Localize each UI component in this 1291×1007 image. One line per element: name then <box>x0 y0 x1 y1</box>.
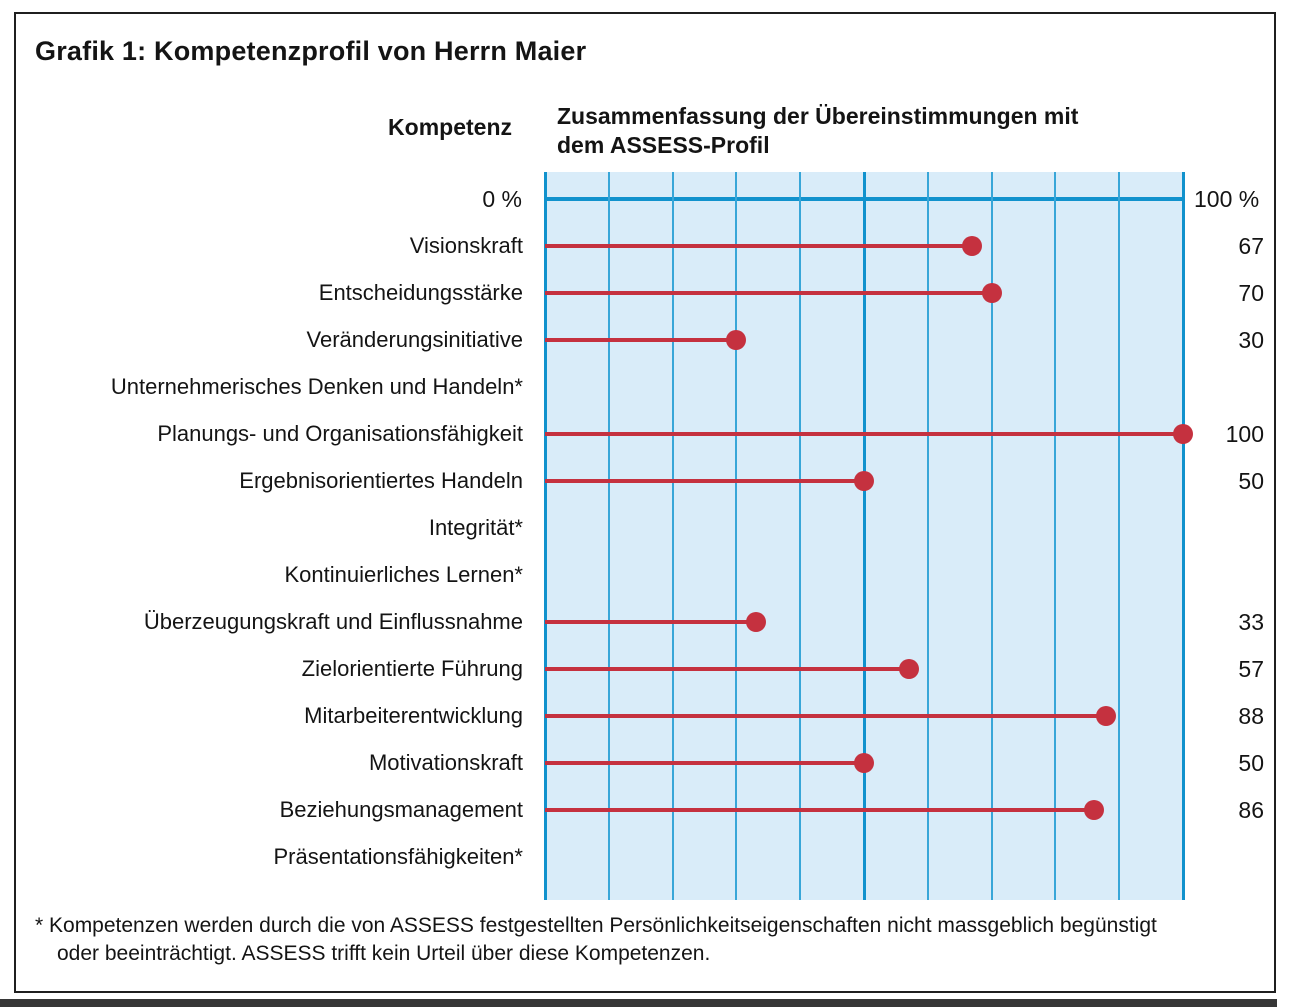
kompetenz-column-header: Kompetenz <box>388 114 512 140</box>
axis-label-0-percent: 0 % <box>482 186 522 212</box>
category-label: Kontinuierliches Lernen* <box>284 562 524 587</box>
category-label: Motivationskraft <box>368 750 523 775</box>
category-label: Visionskraft <box>409 233 523 258</box>
lollipop-line <box>545 244 973 248</box>
gridline-30pct <box>735 172 738 900</box>
bottom-bar <box>0 999 1277 1007</box>
lollipop-line <box>545 479 864 483</box>
lollipop-dot <box>854 753 874 773</box>
axis-label-100-percent: 100 % <box>1194 186 1260 212</box>
gridline-90pct <box>1118 172 1121 900</box>
lollipop-dot <box>962 236 983 256</box>
value-label: 88 <box>1238 703 1264 729</box>
gridline-60pct <box>926 172 929 900</box>
category-label: Zielorientierte Führung <box>301 656 523 681</box>
category-label: Integrität* <box>428 515 523 540</box>
lollipop-dot <box>1173 424 1193 444</box>
lollipop-line <box>545 714 1107 718</box>
lollipop-line <box>545 808 1094 812</box>
category-label: Mitarbeiterentwicklung <box>304 703 523 728</box>
category-label: Präsentationsfähigkeiten* <box>273 844 524 869</box>
value-label: 30 <box>1238 327 1264 353</box>
gridline-0pct <box>543 172 547 900</box>
category-label: Entscheidungsstärke <box>318 280 523 305</box>
gridline-100pct <box>1181 172 1185 900</box>
lollipop-dot <box>726 330 747 350</box>
gridline-20pct <box>671 172 674 900</box>
lollipop-line <box>545 338 737 342</box>
gridline-10pct <box>607 172 610 900</box>
category-label: Veränderungsinitiative <box>306 327 523 352</box>
value-label: 57 <box>1238 656 1264 682</box>
lollipop-dot <box>745 612 766 632</box>
lollipop-dot <box>898 659 919 679</box>
gridline-80pct <box>1054 172 1057 900</box>
footnote-line-2: oder beeinträchtigt. ASSESS trifft kein … <box>57 942 711 965</box>
lollipop-line <box>545 291 992 295</box>
summary-header-line-2: dem ASSESS-Profil <box>557 132 770 158</box>
category-label: Unternehmerisches Denken und Handeln* <box>110 374 523 399</box>
summary-column-header: Zusammenfassung der Übereinstimmungen mi… <box>557 102 1197 160</box>
lollipop-line <box>545 761 864 765</box>
value-label: 50 <box>1238 750 1264 776</box>
value-label: 100 <box>1225 421 1264 447</box>
lollipop-line <box>545 432 1183 436</box>
value-label: 70 <box>1238 280 1264 306</box>
footnote-line-1: * Kompetenzen werden durch die von ASSES… <box>35 914 1157 937</box>
gridline-50pct <box>862 172 866 900</box>
gridline-40pct <box>799 172 802 900</box>
lollipop-line <box>545 667 909 671</box>
chart-title: Grafik 1: Kompetenzprofil von Herrn Maie… <box>35 36 587 66</box>
category-label: Beziehungsmanagement <box>279 797 523 822</box>
value-label: 50 <box>1238 468 1264 494</box>
category-label: Planungs- und Organisationsfähigkeit <box>157 421 523 446</box>
gridline-70pct <box>990 172 993 900</box>
lollipop-dot <box>1096 706 1117 726</box>
category-label: Überzeugungskraft und Einflussnahme <box>143 609 523 634</box>
lollipop-line <box>545 620 756 624</box>
category-label: Ergebnisorientiertes Handeln <box>239 468 523 493</box>
value-label: 33 <box>1238 609 1264 635</box>
value-label: 67 <box>1238 233 1264 259</box>
lollipop-dot <box>1083 800 1104 820</box>
lollipop-dot <box>981 283 1002 303</box>
summary-header-line-1: Zusammenfassung der Übereinstimmungen mi… <box>557 103 1079 129</box>
value-label: 86 <box>1238 797 1264 823</box>
lollipop-dot <box>854 471 874 491</box>
